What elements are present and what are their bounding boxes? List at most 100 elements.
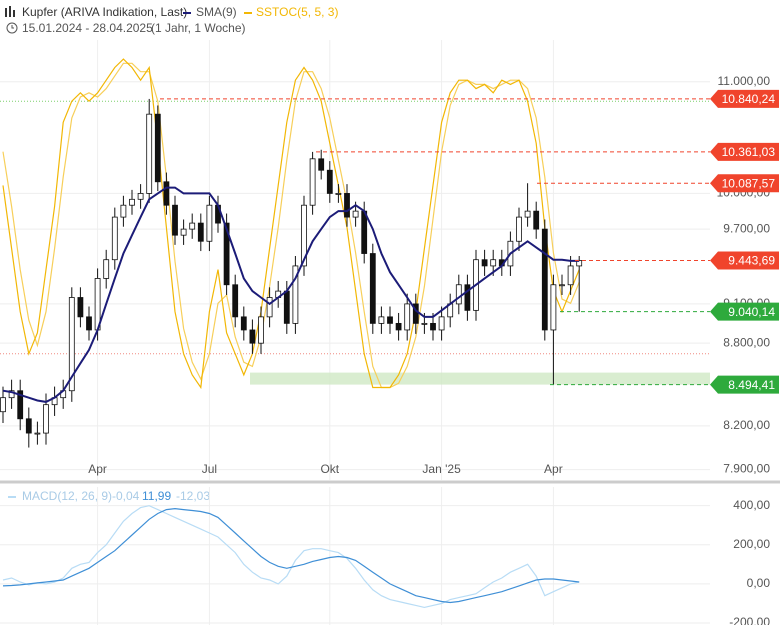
macd-signal [2, 507, 580, 604]
level-label: 10.087,57 [722, 176, 776, 190]
y-tick-label: 8.200,00 [723, 418, 770, 432]
candle-body [189, 222, 196, 230]
legend: Kupfer (ARIVA Indikation, Last) SMA(9) S… [5, 5, 338, 35]
candle-body [438, 316, 445, 331]
candle-body [0, 397, 6, 413]
legend-title: Kupfer (ARIVA Indikation, Last) [22, 5, 187, 19]
candle-body [68, 297, 75, 392]
candle-body [137, 193, 144, 200]
candle-body [387, 316, 393, 324]
candle-body [34, 432, 41, 435]
candle-body [266, 297, 273, 318]
candle-body [292, 265, 299, 324]
candle-body [146, 113, 153, 194]
current-value: -0,04 [112, 489, 140, 503]
candle-body [318, 158, 325, 171]
clock-icon [6, 22, 18, 34]
icon [13, 10, 15, 17]
candle-body [404, 303, 411, 331]
level-label: 9.040,14 [728, 305, 775, 319]
candle-body [421, 322, 428, 325]
level-label: 10.361,03 [722, 145, 776, 159]
candle-body [25, 418, 32, 434]
candle-body [361, 210, 368, 254]
current-value: 11,99 [142, 489, 171, 503]
candle-body [43, 404, 49, 434]
stoch-signal [2, 62, 580, 389]
candle-body [258, 316, 264, 344]
candle-body [352, 210, 359, 218]
candle-body [541, 228, 548, 331]
candle-body [197, 222, 204, 242]
level-label: 9.443,69 [728, 254, 775, 268]
candle-body [326, 169, 333, 194]
candle-body [103, 259, 110, 279]
candle-body [129, 198, 135, 206]
candle-body [77, 297, 84, 318]
candle-body [309, 158, 316, 206]
y-tick-label: 200,00 [733, 537, 770, 551]
icon [9, 6, 11, 17]
candle-body [283, 290, 290, 324]
candle-body [490, 259, 497, 267]
date-range: 15.01.2024 - 28.04.2025 [22, 21, 153, 35]
candle-body [378, 316, 385, 324]
level-box [710, 142, 779, 161]
candle-body [163, 181, 170, 206]
level-label: 10.840,24 [722, 92, 776, 106]
candle-body [481, 259, 488, 267]
level-box [710, 302, 779, 321]
candle-body [249, 329, 256, 344]
y-tick-label: 8.800,00 [723, 335, 770, 349]
level-box [710, 251, 779, 270]
current-value: -12,03 [176, 489, 210, 503]
candle-body [533, 210, 540, 230]
x-tick-label: Jul [202, 462, 217, 476]
candle-body [154, 113, 161, 183]
level-label: 8.494,41 [728, 378, 775, 392]
candle-body [301, 204, 307, 267]
candle-body [455, 284, 462, 305]
candle-body [240, 316, 247, 331]
y-tick-label: 7.900,00 [723, 462, 770, 476]
x-tick-label: Okt [320, 462, 339, 476]
grid [0, 40, 710, 625]
y-tick-label: 9.700,00 [723, 221, 770, 235]
stoch-line [2, 58, 580, 390]
candle-body [172, 204, 178, 236]
candle-body [344, 193, 350, 218]
sma-line [2, 186, 580, 403]
candle-body [335, 193, 342, 195]
candle-body [232, 284, 239, 318]
y-tick-label: 0,00 [747, 576, 771, 590]
candle-body [559, 284, 565, 287]
candle-body [223, 222, 230, 286]
candle-body [120, 204, 127, 218]
legend-entry: SMA(9) [196, 5, 237, 19]
level-box [710, 375, 779, 394]
candle-body [17, 390, 24, 420]
legend-entry: MACD(12, 26, 9) [22, 489, 112, 503]
x-tick-label: Apr [544, 462, 563, 476]
candle-body [550, 284, 557, 331]
x-tick-label: Apr [88, 462, 107, 476]
macd-line [2, 505, 580, 609]
candle-body [8, 390, 15, 399]
candle-body [464, 284, 471, 311]
candle-body [369, 253, 376, 324]
y-tick-label: 11.000,00 [718, 74, 771, 88]
legend-entry: SSTOC(5, 5, 3) [256, 5, 338, 19]
level-box [710, 174, 779, 193]
macd-legend: MACD(12, 26, 9) -0,04 11,99 -12,03 [8, 489, 210, 503]
support-zone [250, 372, 710, 385]
x-tick-label: Jan '25 [422, 462, 461, 476]
level-box [710, 89, 779, 108]
candle-body [412, 303, 419, 324]
candle-body [86, 316, 92, 331]
candle-body [180, 228, 187, 236]
y-tick-label: 400,00 [733, 498, 770, 512]
candle-body [567, 265, 574, 286]
clock-icon [11, 25, 14, 29]
candle-body [395, 322, 402, 331]
